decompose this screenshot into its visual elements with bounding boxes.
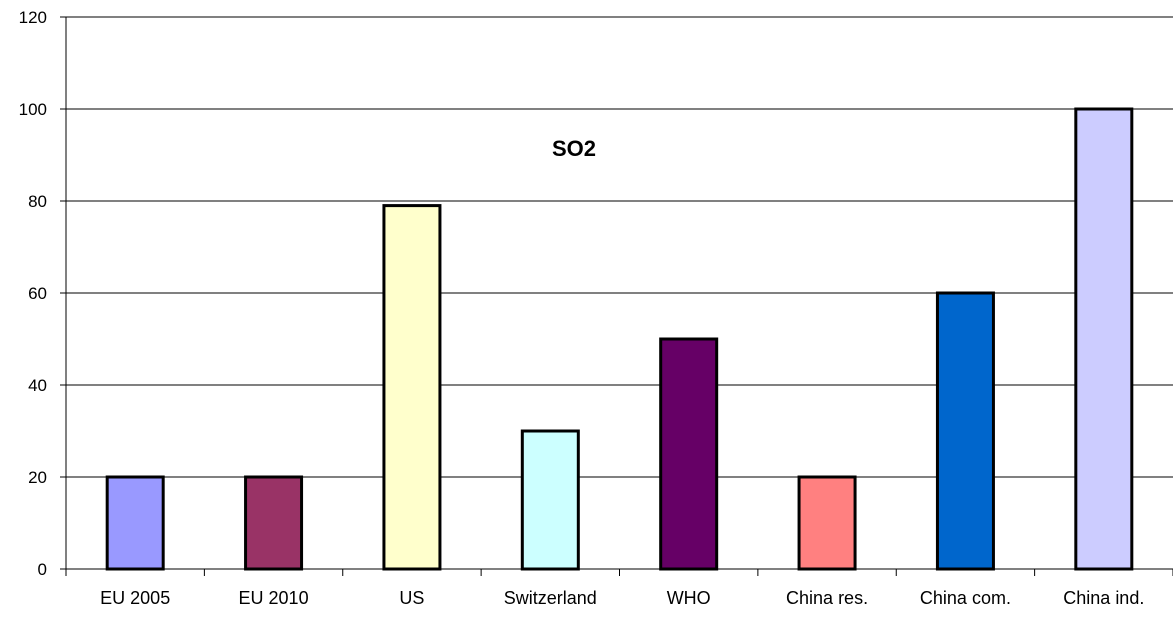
y-tick-label: 120	[19, 8, 47, 27]
y-tick-label: 100	[19, 100, 47, 119]
x-category-label: EU 2010	[239, 588, 309, 608]
chart-title: SO2	[552, 136, 596, 161]
y-tick-label: 40	[28, 376, 47, 395]
y-tick-label: 80	[28, 192, 47, 211]
bar-us	[382, 204, 442, 571]
bar-china-res	[797, 475, 857, 571]
bar-eu-2005	[105, 475, 165, 571]
x-category-label: China res.	[786, 588, 868, 608]
y-tick-label: 60	[28, 284, 47, 303]
y-tick-label: 0	[38, 560, 47, 579]
x-category-label: WHO	[667, 588, 711, 608]
bar-switzerland	[520, 429, 580, 571]
axes	[60, 16, 1173, 576]
bar-china-ind	[1074, 107, 1134, 571]
bar-who	[659, 337, 719, 571]
labels: 0 20 40 60 80 100 120 EU 2005 EU 2010 US Switzerla…	[19, 8, 1145, 608]
bar-eu-2010	[244, 475, 304, 571]
bars	[105, 107, 1134, 571]
x-category-label: Switzerland	[504, 588, 597, 608]
gridlines	[66, 16, 1173, 478]
x-category-label: China com.	[920, 588, 1011, 608]
x-category-label: EU 2005	[100, 588, 170, 608]
x-category-label: US	[399, 588, 424, 608]
x-category-label: China ind.	[1063, 588, 1144, 608]
bar-china-com	[935, 291, 995, 571]
y-tick-label: 20	[28, 468, 47, 487]
